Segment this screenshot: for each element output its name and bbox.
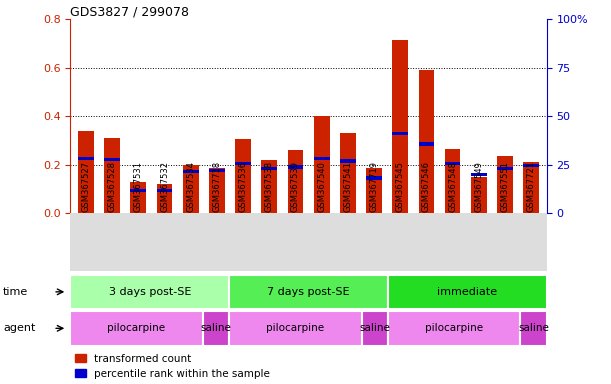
Bar (419, 142, 434, 146)
Bar (521, 311, 547, 346)
Bar (229, 275, 388, 309)
Bar (445, 149, 461, 213)
Bar (183, 170, 199, 174)
Text: saline: saline (200, 323, 232, 333)
Bar (70, 275, 229, 309)
Bar (209, 169, 225, 172)
Bar (523, 162, 539, 213)
Bar (419, 70, 434, 213)
Bar (156, 189, 172, 192)
Bar (523, 164, 539, 167)
Bar (131, 182, 146, 213)
Bar (70, 311, 203, 346)
Bar (388, 275, 547, 309)
Bar (235, 139, 251, 213)
Bar (203, 311, 229, 346)
Bar (235, 162, 251, 165)
Bar (78, 157, 94, 160)
Text: saline: saline (518, 323, 549, 333)
Bar (156, 184, 172, 213)
Bar (362, 311, 388, 346)
Bar (314, 157, 329, 160)
Text: immediate: immediate (437, 287, 497, 297)
Text: agent: agent (3, 323, 35, 333)
Bar (78, 131, 94, 213)
Bar (392, 40, 408, 213)
Bar (131, 189, 146, 192)
Text: 7 days post-SE: 7 days post-SE (267, 287, 350, 297)
Bar (366, 168, 382, 213)
Text: pilocarpine: pilocarpine (266, 323, 324, 333)
Bar (183, 165, 199, 213)
Bar (288, 166, 303, 169)
Legend: transformed count, percentile rank within the sample: transformed count, percentile rank withi… (76, 354, 270, 379)
Text: GDS3827 / 299078: GDS3827 / 299078 (70, 5, 189, 18)
Bar (497, 156, 513, 213)
Bar (104, 158, 120, 161)
Bar (340, 159, 356, 162)
Bar (388, 311, 521, 346)
Bar (288, 150, 303, 213)
Bar (471, 177, 486, 213)
Bar (104, 138, 120, 213)
Text: time: time (3, 287, 28, 297)
Text: pilocarpine: pilocarpine (425, 323, 483, 333)
Bar (314, 116, 329, 213)
Bar (445, 162, 461, 165)
Bar (366, 176, 382, 180)
Text: pilocarpine: pilocarpine (108, 323, 166, 333)
Bar (497, 167, 513, 170)
Bar (262, 167, 277, 170)
Bar (229, 311, 362, 346)
Bar (471, 173, 486, 176)
Text: saline: saline (359, 323, 390, 333)
Bar (392, 132, 408, 135)
Bar (262, 160, 277, 213)
Bar (340, 133, 356, 213)
Bar (209, 168, 225, 213)
Text: 3 days post-SE: 3 days post-SE (109, 287, 191, 297)
